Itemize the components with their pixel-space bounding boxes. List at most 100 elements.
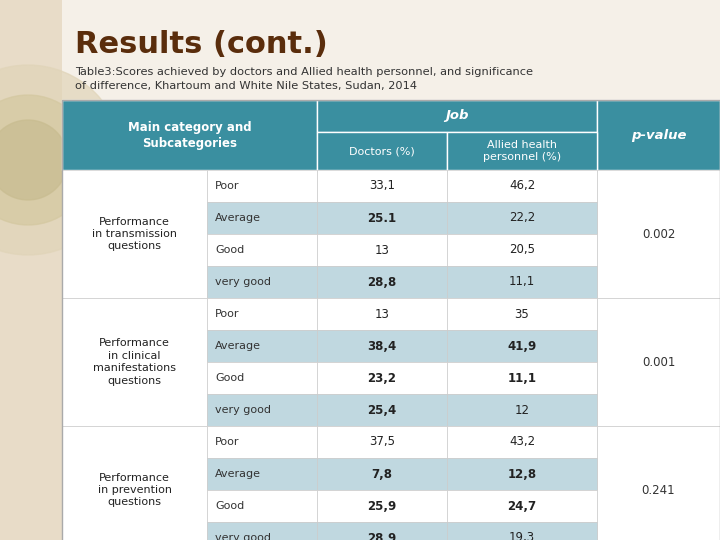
Text: 20,5: 20,5: [509, 244, 535, 256]
Bar: [317, 394, 447, 426]
Bar: [597, 170, 720, 298]
Bar: [447, 298, 597, 330]
Bar: [447, 132, 597, 170]
Text: 25,4: 25,4: [367, 403, 397, 416]
Bar: [317, 426, 447, 458]
Text: 12: 12: [515, 403, 529, 416]
Bar: [207, 458, 317, 490]
Bar: [447, 266, 597, 298]
Bar: [207, 490, 317, 522]
Text: 24,7: 24,7: [508, 500, 536, 512]
Text: Average: Average: [215, 341, 261, 351]
Text: 25.1: 25.1: [367, 212, 397, 225]
Bar: [447, 234, 597, 266]
Bar: [62, 100, 720, 540]
Text: 33,1: 33,1: [369, 179, 395, 192]
Text: Poor: Poor: [215, 437, 240, 447]
Text: 28,8: 28,8: [367, 275, 397, 288]
Bar: [447, 394, 597, 426]
Bar: [62, 100, 317, 170]
Bar: [0, 0, 62, 540]
Text: 0.001: 0.001: [642, 355, 675, 368]
Text: Poor: Poor: [215, 309, 240, 319]
Text: 11,1: 11,1: [508, 372, 536, 384]
Text: 12,8: 12,8: [508, 468, 536, 481]
Text: Results (cont.): Results (cont.): [75, 30, 328, 59]
Text: Doctors (%): Doctors (%): [349, 146, 415, 156]
Text: Good: Good: [215, 373, 244, 383]
Bar: [447, 426, 597, 458]
Bar: [317, 522, 447, 540]
Text: 37,5: 37,5: [369, 435, 395, 449]
Bar: [62, 298, 207, 426]
Bar: [597, 298, 720, 426]
Text: Allied health
personnel (%): Allied health personnel (%): [483, 140, 561, 162]
Bar: [317, 330, 447, 362]
Text: 7,8: 7,8: [372, 468, 392, 481]
Text: very good: very good: [215, 277, 271, 287]
Bar: [317, 234, 447, 266]
Bar: [317, 298, 447, 330]
Bar: [207, 426, 317, 458]
Bar: [317, 202, 447, 234]
Circle shape: [0, 65, 123, 255]
Bar: [317, 170, 447, 202]
Bar: [62, 426, 207, 540]
Bar: [207, 202, 317, 234]
Text: Poor: Poor: [215, 181, 240, 191]
Bar: [597, 426, 720, 540]
Bar: [317, 266, 447, 298]
Bar: [447, 522, 597, 540]
Text: 13: 13: [374, 244, 390, 256]
Text: Performance
in prevention
questions: Performance in prevention questions: [97, 472, 171, 508]
Text: 23,2: 23,2: [367, 372, 397, 384]
Bar: [207, 330, 317, 362]
Bar: [317, 100, 597, 132]
Text: 35: 35: [515, 307, 529, 321]
Text: Performance
in clinical
manifestations
questions: Performance in clinical manifestations q…: [93, 339, 176, 386]
Text: Main category and
Subcategories: Main category and Subcategories: [127, 120, 251, 150]
Text: 19,3: 19,3: [509, 531, 535, 540]
Bar: [207, 394, 317, 426]
Text: 25,9: 25,9: [367, 500, 397, 512]
Text: Average: Average: [215, 213, 261, 223]
Text: very good: very good: [215, 405, 271, 415]
Bar: [447, 362, 597, 394]
Bar: [317, 132, 447, 170]
Text: 46,2: 46,2: [509, 179, 535, 192]
Text: 11,1: 11,1: [509, 275, 535, 288]
Text: Job: Job: [445, 110, 469, 123]
Bar: [207, 362, 317, 394]
Text: Average: Average: [215, 469, 261, 479]
Bar: [447, 202, 597, 234]
Circle shape: [0, 95, 93, 225]
Bar: [207, 170, 317, 202]
Bar: [447, 330, 597, 362]
Text: 13: 13: [374, 307, 390, 321]
Bar: [207, 298, 317, 330]
Circle shape: [0, 120, 68, 200]
Bar: [207, 266, 317, 298]
Bar: [207, 234, 317, 266]
Text: 0.241: 0.241: [642, 483, 675, 496]
Bar: [447, 170, 597, 202]
Text: of difference, Khartoum and White Nile States, Sudan, 2014: of difference, Khartoum and White Nile S…: [75, 81, 417, 91]
Bar: [447, 458, 597, 490]
Text: 28,9: 28,9: [367, 531, 397, 540]
Bar: [207, 522, 317, 540]
Text: Good: Good: [215, 245, 244, 255]
Bar: [317, 490, 447, 522]
Text: 0.002: 0.002: [642, 227, 675, 240]
Bar: [62, 170, 207, 298]
Text: 43,2: 43,2: [509, 435, 535, 449]
Text: very good: very good: [215, 533, 271, 540]
Text: 41,9: 41,9: [508, 340, 536, 353]
Text: Good: Good: [215, 501, 244, 511]
Text: Performance
in transmission
questions: Performance in transmission questions: [92, 217, 177, 252]
Bar: [597, 100, 720, 170]
Text: Table3:Scores achieved by doctors and Allied health personnel, and significance: Table3:Scores achieved by doctors and Al…: [75, 67, 533, 77]
Text: 38,4: 38,4: [367, 340, 397, 353]
Text: p-value: p-value: [631, 129, 686, 141]
Text: 22,2: 22,2: [509, 212, 535, 225]
Bar: [317, 362, 447, 394]
